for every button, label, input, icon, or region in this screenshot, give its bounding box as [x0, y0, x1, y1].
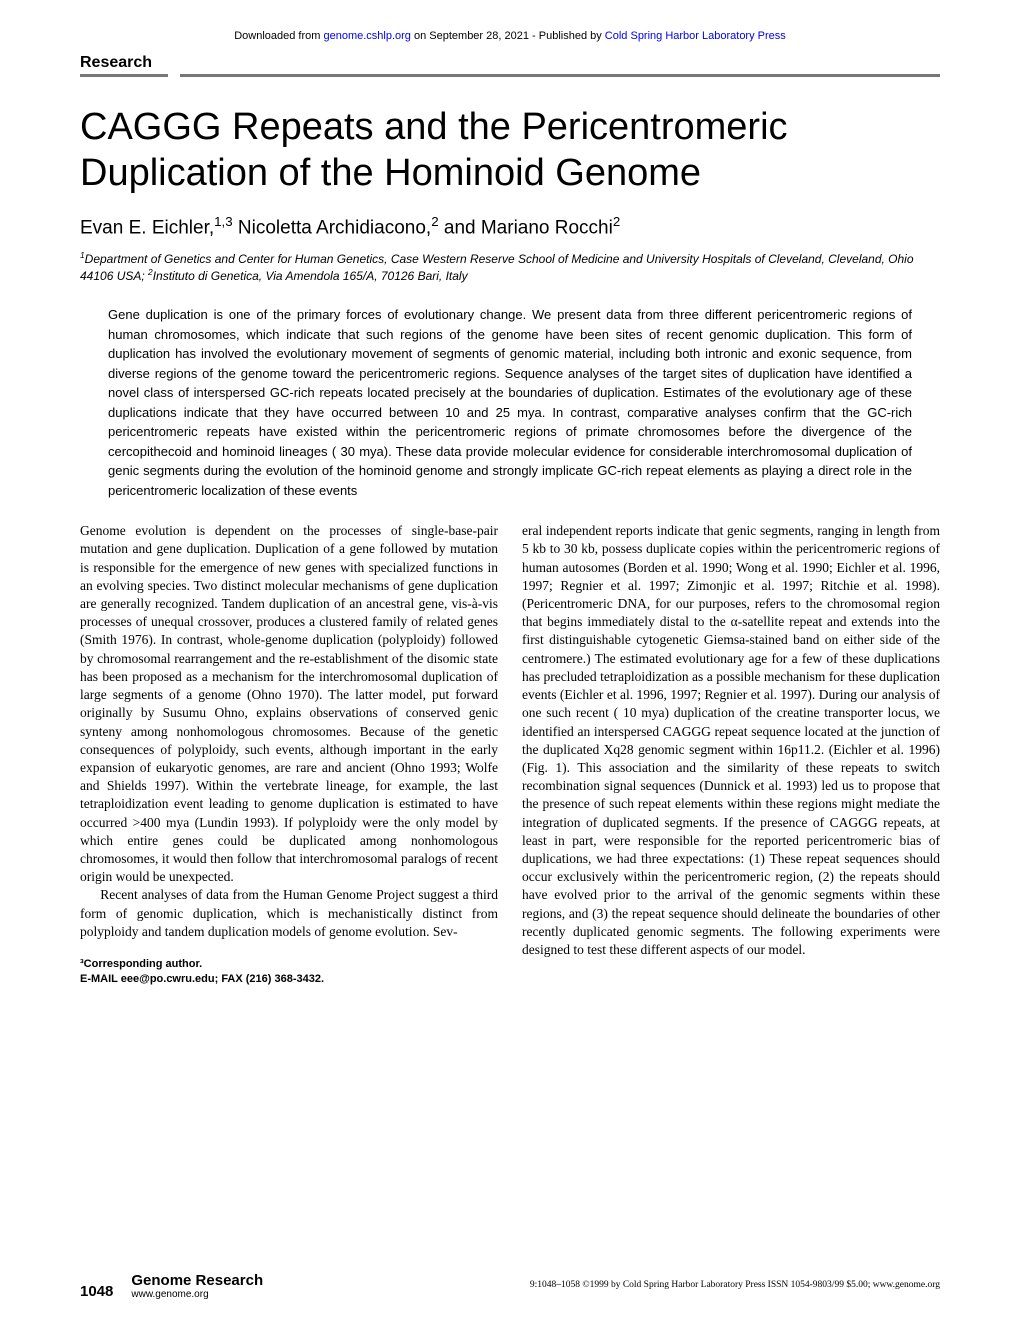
journal-url: www.genome.org	[131, 1289, 263, 1300]
body-text: Genome evolution is dependent on the pro…	[80, 522, 940, 987]
affiliations: 1Department of Genetics and Center for H…	[80, 250, 940, 286]
paragraph: Recent analyses of data from the Human G…	[80, 886, 498, 941]
column-right: eral independent reports indicate that g…	[522, 522, 940, 987]
article-title: CAGGG Repeats and the Pericentromeric Du…	[80, 105, 940, 196]
column-left: Genome evolution is dependent on the pro…	[80, 522, 498, 987]
copyright-text: 9:1048–1058 ©1999 by Cold Spring Harbor …	[530, 1280, 940, 1300]
section-label: Research	[80, 54, 152, 71]
paragraph: Genome evolution is dependent on the pro…	[80, 522, 498, 886]
footnote-line: E-MAIL eee@po.cwru.edu; FAX (216) 368-34…	[80, 972, 498, 987]
page-number: 1048	[80, 1283, 113, 1300]
banner-prefix: Downloaded from	[234, 30, 323, 42]
footnote-line: ³Corresponding author.	[80, 957, 498, 972]
banner-link-1[interactable]: genome.cshlp.org	[323, 30, 410, 42]
paragraph: eral independent reports indicate that g…	[522, 522, 940, 959]
banner-link-2[interactable]: Cold Spring Harbor Laboratory Press	[605, 30, 786, 42]
corresponding-author-footnote: ³Corresponding author. E-MAIL eee@po.cwr…	[80, 957, 498, 987]
abstract: Gene duplication is one of the primary f…	[80, 305, 940, 500]
authors: Evan E. Eichler,1,3 Nicoletta Archidiaco…	[80, 214, 940, 239]
banner-middle: on September 28, 2021 - Published by	[411, 30, 605, 42]
page-footer: 1048 Genome Research www.genome.org 9:10…	[80, 1272, 940, 1300]
section-header: Research	[80, 54, 940, 77]
download-banner: Downloaded from genome.cshlp.org on Sept…	[80, 30, 940, 42]
journal-name: Genome Research	[131, 1272, 263, 1289]
journal-info: Genome Research www.genome.org	[131, 1272, 263, 1300]
